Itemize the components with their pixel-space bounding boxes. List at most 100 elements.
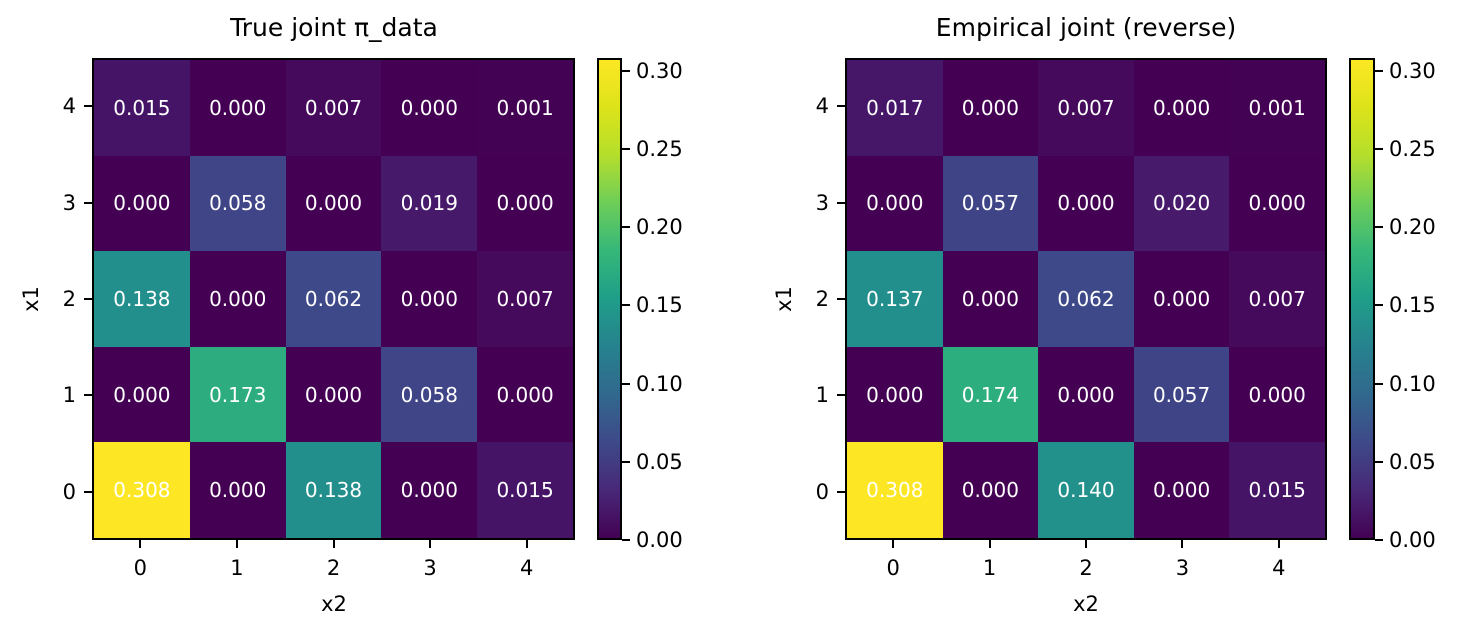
x-tick-label: 2 [1079,556,1093,580]
x-tick-label: 0 [133,556,147,580]
heatmap-cell-value: 0.019 [400,191,458,216]
heatmap-cell-value: 0.057 [961,191,1020,216]
heatmap-cell: 0.000 [189,442,286,538]
heatmap-cell-value: 0.001 [496,95,554,120]
x-tick-mark [1085,540,1087,548]
heatmap-cell: 0.174 [942,346,1039,443]
colorbar-tick-label: 0.25 [636,136,683,161]
heatmap-cell-value: 0.000 [496,382,554,407]
colorbar-tick-mark [1375,226,1383,228]
heatmap-cell: 0.000 [189,60,286,156]
heatmap-cell: 0.057 [942,155,1039,252]
heatmap-cell-value: 0.138 [113,286,171,311]
heatmap-cell-value: 0.017 [866,95,924,120]
heatmap-cell-value: 0.140 [1057,478,1115,503]
colorbar-tick-mark [1375,147,1383,150]
x-tick-mark [429,540,432,548]
heatmap-cell: 0.308 [847,442,943,538]
colorbar-tick-mark [622,226,630,228]
colorbar-tick-mark [1375,304,1383,307]
y-tick-mark [84,298,92,300]
y-tick-mark [837,298,845,300]
heatmap-cell-value: 0.137 [866,286,924,311]
heatmap-cell: 0.057 [1133,346,1230,443]
colorbar-tick-label: 0.25 [1389,136,1436,161]
colorbar-tick-label: 0.15 [636,293,683,318]
heatmap-cell-value: 0.000 [1057,382,1115,407]
heatmap-cell-value: 0.000 [1057,191,1115,216]
heatmap-cell: 0.137 [847,251,943,347]
heatmap-cell-value: 0.000 [866,382,924,407]
heatmap-cell-value: 0.015 [113,95,171,120]
y-tick-mark [84,490,92,493]
colorbar-tick-mark [622,69,630,72]
heatmap-cell: 0.140 [1038,442,1134,538]
heatmap-cell: 0.017 [847,60,943,156]
colorbar-tick-label: 0.20 [1389,215,1436,239]
heatmap-cell: 0.000 [477,155,573,252]
heatmap-cell-value: 0.062 [1057,286,1115,311]
heatmap-cell-value: 0.000 [961,478,1020,503]
y-tick-label: 2 [62,287,76,311]
heatmap-cell: 0.000 [1133,251,1230,347]
colorbar-tick-mark [622,382,630,385]
x-tick-mark [332,540,335,548]
colorbar-tick-mark [1375,382,1383,385]
colorbar-tick-label: 0.30 [636,58,683,83]
heatmap-cell-value: 0.000 [400,286,458,311]
colorbar-tick-mark [622,147,630,150]
x-tick-label: 1 [982,556,997,580]
x-tick-mark [1181,540,1184,548]
y-tick-label: 1 [62,383,76,408]
heatmap-cell: 0.020 [1133,155,1230,252]
heatmap-cell: 0.058 [381,346,478,443]
x-tick-label: 3 [1175,556,1190,580]
heatmap-cell-value: 0.000 [961,95,1020,120]
colorbar-tick-label: 0.20 [636,215,683,239]
colorbar-tick-mark [622,304,630,307]
heatmap-cell: 0.015 [477,442,573,538]
heatmap-cell-value: 0.000 [1248,191,1306,216]
colorbar-tick-label: 0.30 [1389,58,1436,83]
heatmap-cell-value: 0.000 [304,191,363,216]
plot-title: True joint π_data [230,13,438,42]
heatmap-cell: 0.000 [1038,155,1134,252]
heatmap-cell: 0.000 [942,251,1039,347]
x-tick-mark [235,540,238,548]
y-tick-label: 3 [62,190,76,215]
heatmap-cell-value: 0.000 [496,191,554,216]
y-tick-label: 4 [815,94,829,119]
heatmap-cell-value: 0.000 [400,95,458,120]
colorbar-tick-mark [1375,69,1383,72]
heatmap-cell-value: 0.000 [866,191,924,216]
y-tick-label: 0 [62,479,76,504]
heatmap-cell-value: 0.000 [113,191,171,216]
x-tick-mark [139,540,142,548]
y-tick-label: 3 [815,190,829,215]
heatmap-cell-value: 0.007 [304,95,363,120]
heatmap-cell-value: 0.000 [1152,286,1211,311]
heatmap-cell: 0.007 [285,60,382,156]
x-tick-mark [988,540,991,548]
heatmap-cell-value: 0.015 [496,478,554,503]
x-tick-label: 0 [886,556,900,580]
heatmap-cell-value: 0.062 [304,286,363,311]
heatmap-cell-value: 0.000 [1248,382,1306,407]
heatmap-cell: 0.000 [847,346,943,443]
heatmap-cell: 0.308 [94,442,190,538]
heatmap-cell-value: 0.007 [1057,95,1115,120]
heatmap-grid: 0.015 0.000 0.007 0.000 0.001 0.000 0.058 0.000… [92,58,575,540]
heatmap-cell-value: 0.058 [400,382,458,407]
heatmap-cell-value: 0.000 [304,382,363,407]
heatmap-cell-value: 0.000 [113,382,171,407]
colorbar-tick-label: 0.05 [636,449,683,474]
heatmap-cell: 0.001 [477,60,573,156]
heatmap-cell: 0.000 [94,346,190,443]
y-tick-mark [837,201,845,204]
plot-title: Empirical joint (reverse) [935,13,1237,42]
heatmap-cell-value: 0.020 [1152,191,1211,216]
heatmap-cell: 0.015 [94,60,190,156]
heatmap-cell: 0.000 [1229,155,1325,252]
heatmap-cell: 0.000 [1038,346,1134,443]
heatmap-cell-value: 0.000 [209,286,267,311]
